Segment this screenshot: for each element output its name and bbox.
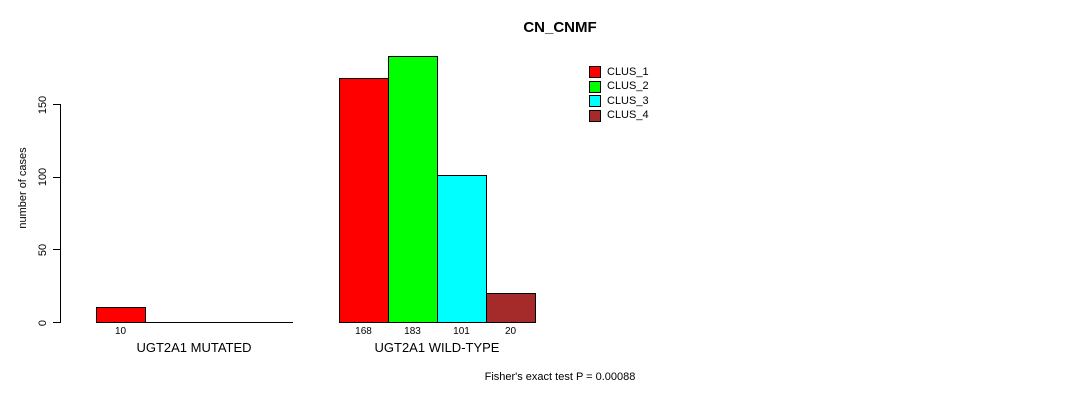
bar-value-label: 20 <box>504 326 517 337</box>
y-tick-mark <box>53 176 60 178</box>
y-axis-label: number of cases <box>17 147 29 229</box>
legend-swatch-clus_1 <box>589 66 601 79</box>
group-baseline <box>96 322 293 323</box>
bar-clus_1 <box>96 307 146 323</box>
legend-swatch-clus_4 <box>589 109 601 122</box>
legend-label: CLUS_1 <box>607 65 649 78</box>
y-tick-label: 0 <box>37 319 49 326</box>
legend-label: CLUS_2 <box>607 80 649 93</box>
legend: CLUS_1 CLUS_2 CLUS_3 CLUS_4 <box>589 65 649 123</box>
y-tick-mark <box>53 249 60 251</box>
legend-item: CLUS_2 <box>589 80 649 95</box>
bar-clus_3 <box>437 175 487 323</box>
y-tick-label: 100 <box>37 167 49 187</box>
chart-title: CN_CNMF <box>523 19 597 36</box>
bar-value-label: 168 <box>355 326 372 337</box>
y-tick-label: 150 <box>37 95 49 114</box>
bar-value-label: 101 <box>453 326 470 337</box>
legend-swatch-clus_3 <box>589 95 601 108</box>
bar-clus_1 <box>339 77 389 323</box>
bar-value-label: 10 <box>114 326 127 337</box>
y-axis-line <box>60 104 61 323</box>
bar-clus_2 <box>388 56 438 323</box>
legend-item: CLUS_3 <box>589 94 649 109</box>
legend-label: CLUS_3 <box>607 94 649 107</box>
legend-swatch-clus_2 <box>589 80 601 93</box>
x-category-label: UGT2A1 MUTATED <box>136 340 252 355</box>
bar-clus_4 <box>486 292 536 323</box>
x-category-label: UGT2A1 WILD-TYPE <box>374 340 500 355</box>
y-tick-label: 50 <box>37 243 49 256</box>
y-tick-mark <box>53 104 60 105</box>
legend-item: CLUS_4 <box>589 109 649 124</box>
legend-label: CLUS_4 <box>607 109 649 122</box>
fisher-test-annotation: Fisher's exact test P = 0.00088 <box>484 371 636 383</box>
legend-item: CLUS_1 <box>589 65 649 80</box>
y-tick-mark <box>53 322 60 323</box>
bar-value-label: 183 <box>404 326 421 337</box>
